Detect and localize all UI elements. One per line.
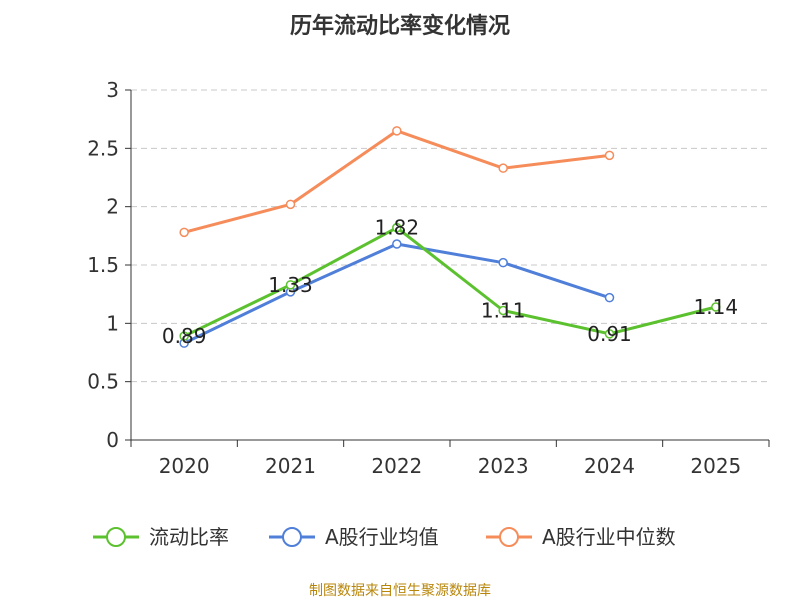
x-tick-label: 2020 [159,454,210,478]
data-label: 0.91 [587,322,632,346]
data-point-2 [604,150,615,161]
data-point-2 [179,227,189,238]
legend-marker-2 [499,527,519,547]
grid-lines [131,89,769,383]
data-point-1 [604,292,615,303]
x-tick-label: 2021 [265,454,316,478]
y-tick-label: 3 [106,78,119,102]
y-tick-label: 2 [106,195,119,219]
chart-title: 历年流动比率变化情况 [290,13,510,39]
source-note: 制图数据来自恒生聚源数据库 [309,583,491,599]
y-tick-label: 1 [106,311,119,335]
x-tick-label: 2023 [478,454,529,478]
data-point-2 [285,199,296,210]
axes: 0 0.5 1 1.5 2 2.5 3 2020 2021 2022 2023 2024 2025 [87,78,770,478]
data-point-0 [179,331,189,341]
data-point-0 [285,280,296,290]
data-point-0 [711,302,721,312]
data-label: 1.11 [481,299,526,323]
data-labels: 0.89 1.33 1.82 1.11 0.91 1.14 [162,216,738,348]
data-point-2 [392,126,402,136]
y-tick-label: 2.5 [87,136,119,160]
data-point-0 [392,222,402,233]
legend-label-2: A股行业中位数 [542,525,676,549]
data-point-1 [392,239,402,249]
series-group [179,126,721,348]
data-point-2 [498,163,508,173]
data-point-0 [604,329,615,339]
data-point-1 [498,257,508,268]
legend-marker-0 [106,527,126,547]
legend-label-0: 流动比率 [149,525,229,549]
data-label: 1.82 [375,216,420,240]
y-tick-label: 0.5 [87,370,119,394]
series-line-1 [183,242,610,345]
data-label: 0.89 [162,324,207,348]
data-label: 1.33 [268,273,313,297]
y-tick-label: 0 [106,428,119,452]
data-label: 1.14 [694,295,739,319]
x-tick-label: 2025 [690,454,741,478]
series-line-0 [183,226,717,338]
y-tick-label: 1.5 [87,253,119,277]
x-tick-label: 2022 [371,454,422,478]
legend-marker-1 [282,527,302,547]
legend-label-1: A股行业均值 [325,525,439,549]
data-point-0 [498,305,508,316]
legend: 流动比率 A股行业均值 A股行业中位数 [93,525,676,549]
x-tick-label: 2024 [584,454,635,478]
